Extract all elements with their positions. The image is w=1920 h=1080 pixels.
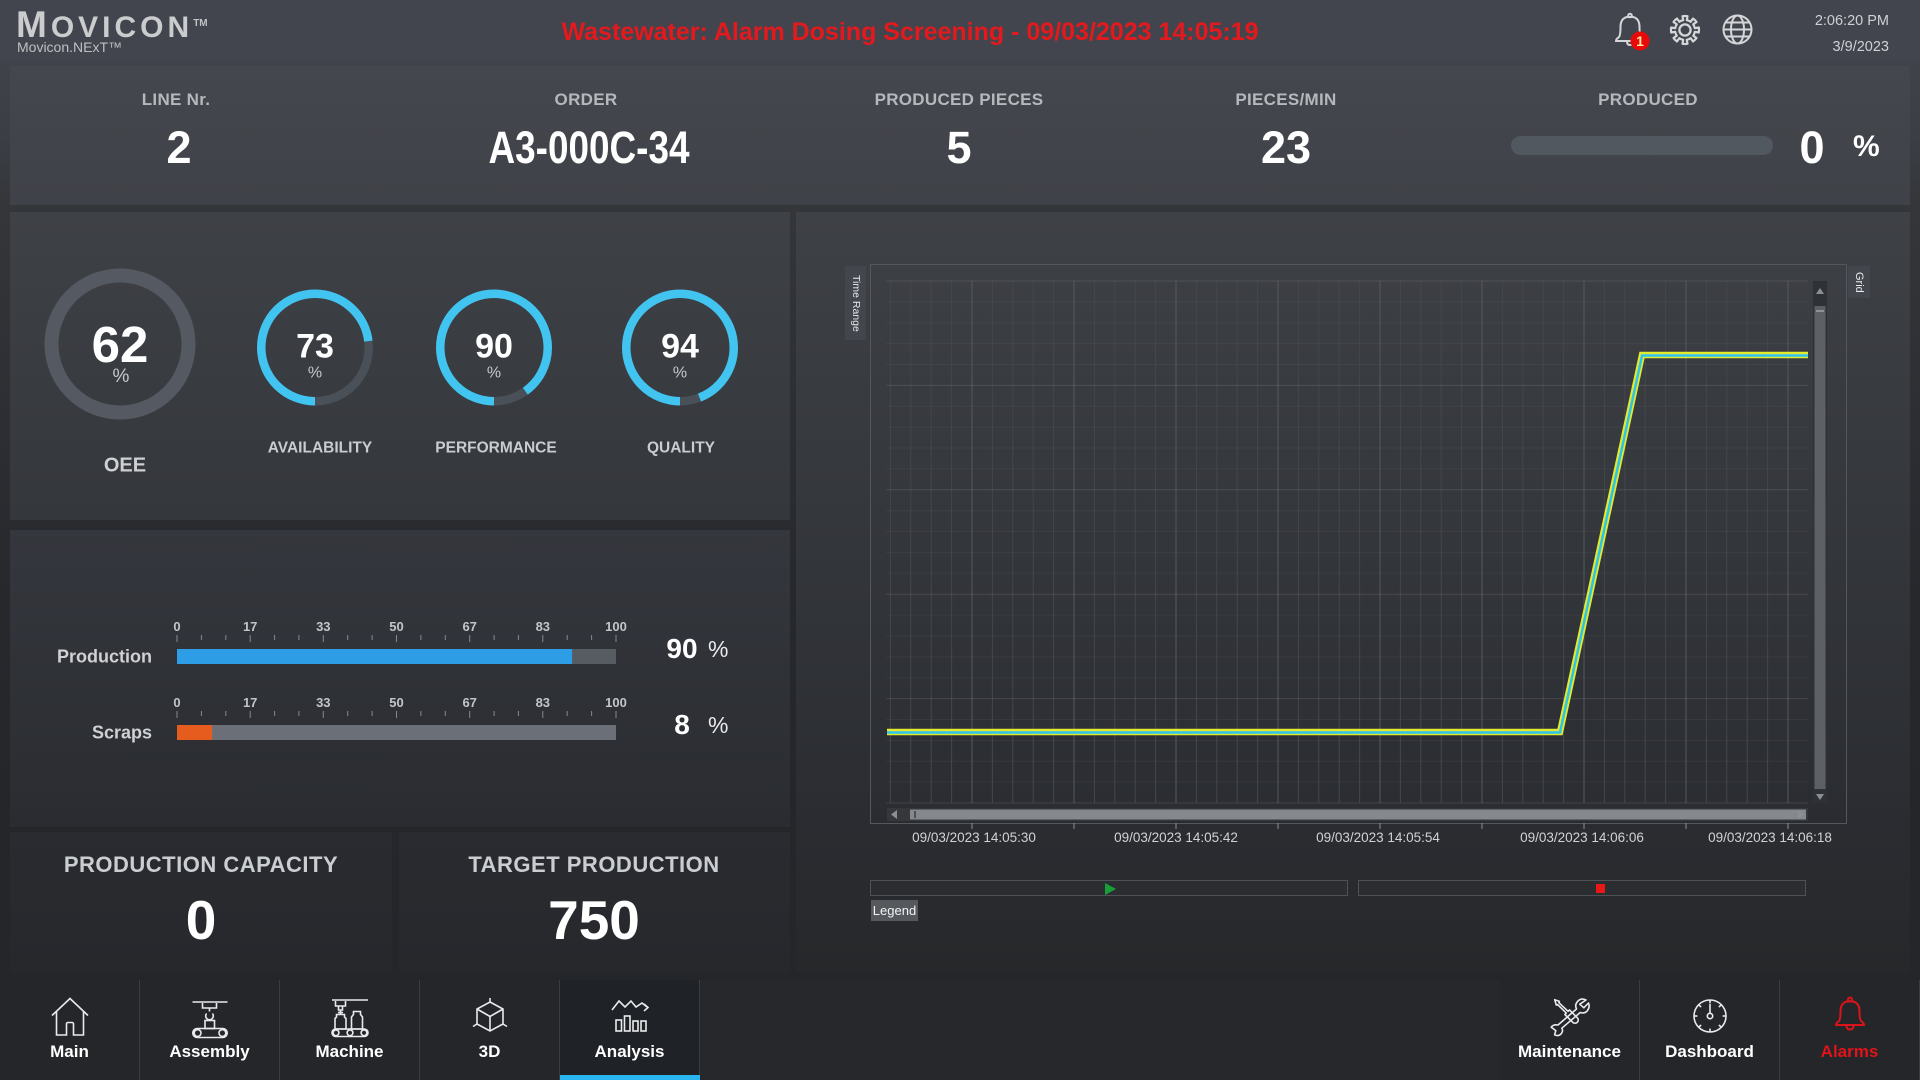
svg-text:Production: Production — [57, 647, 152, 667]
svg-text:09/03/2023 14:05:54: 09/03/2023 14:05:54 — [1316, 830, 1440, 845]
svg-text:%: % — [708, 636, 728, 662]
svg-text:09/03/2023 14:06:18: 09/03/2023 14:06:18 — [1708, 830, 1832, 845]
svg-text:67: 67 — [462, 695, 476, 710]
svg-text:AVAILABILITY: AVAILABILITY — [268, 440, 373, 457]
svg-text:50: 50 — [389, 619, 403, 634]
svg-text:33: 33 — [316, 695, 330, 710]
svg-text:90: 90 — [475, 328, 513, 366]
svg-text:50: 50 — [389, 695, 403, 710]
svg-text:83: 83 — [536, 695, 550, 710]
svg-text:09/03/2023 14:05:30: 09/03/2023 14:05:30 — [912, 830, 1036, 845]
svg-text:%: % — [113, 366, 130, 387]
svg-text:%: % — [708, 712, 728, 738]
svg-text:QUALITY: QUALITY — [647, 440, 716, 457]
svg-text:%: % — [487, 365, 501, 382]
svg-text:0: 0 — [173, 619, 180, 634]
svg-text:73: 73 — [296, 328, 334, 366]
svg-text:90: 90 — [666, 633, 697, 664]
svg-text:17: 17 — [243, 619, 257, 634]
svg-text:100: 100 — [605, 619, 627, 634]
svg-text:09/03/2023 14:06:06: 09/03/2023 14:06:06 — [1520, 830, 1644, 845]
svg-text:0: 0 — [173, 695, 180, 710]
svg-text:09/03/2023 14:05:42: 09/03/2023 14:05:42 — [1114, 830, 1238, 845]
svg-text:33: 33 — [316, 619, 330, 634]
svg-text:Scraps: Scraps — [92, 723, 152, 743]
svg-text:17: 17 — [243, 695, 257, 710]
svg-text:1: 1 — [1636, 33, 1644, 49]
svg-text:83: 83 — [536, 619, 550, 634]
svg-text:%: % — [673, 365, 687, 382]
svg-text:%: % — [308, 365, 322, 382]
svg-text:100: 100 — [605, 695, 627, 710]
svg-text:OEE: OEE — [104, 455, 146, 477]
svg-text:62: 62 — [92, 316, 149, 373]
svg-text:PERFORMANCE: PERFORMANCE — [435, 440, 556, 457]
svg-text:94: 94 — [661, 328, 699, 366]
svg-text:8: 8 — [674, 709, 690, 740]
svg-text:67: 67 — [462, 619, 476, 634]
